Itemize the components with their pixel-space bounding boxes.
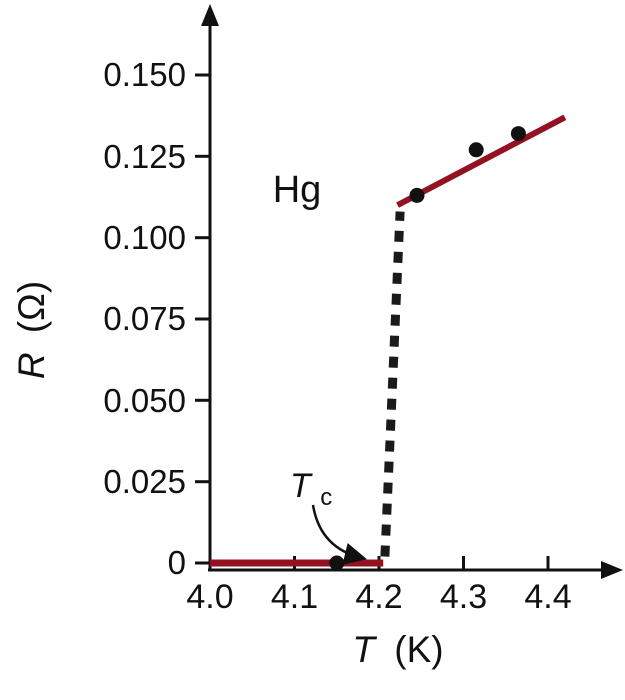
data-point: [510, 126, 526, 142]
annotations: Hg T c: [273, 169, 367, 565]
data-point: [329, 555, 345, 571]
y-tick-label: 0: [168, 544, 186, 581]
element-label-hg: Hg: [273, 169, 322, 211]
y-axis-title: R (Ω): [11, 281, 52, 379]
x-tick-label: 4.0: [186, 578, 233, 616]
y-axis-title-unit: (Ω): [11, 281, 52, 333]
series-superconducting-transition: [380, 211, 405, 557]
y-tick-label: 0.150: [103, 56, 186, 93]
tc-subscript: c: [320, 484, 332, 511]
y-tick-labels: 0.150 0.125 0.100 0.075 0.050 0.025 0: [103, 56, 186, 581]
x-tick-label: 4.4: [524, 578, 571, 616]
y-tick-label: 0.050: [103, 382, 186, 419]
y-tick-label: 0.075: [103, 300, 186, 337]
axes: [201, 4, 623, 579]
data-point: [468, 142, 484, 158]
tc-annotation-arrow: [311, 504, 367, 565]
plot-series-layer: [195, 73, 567, 571]
x-tick-label: 4.3: [440, 578, 487, 616]
axis-titles: R (Ω) T (K): [11, 281, 444, 670]
x-axis-title-unit: (K): [394, 629, 443, 670]
tc-symbol: T: [290, 467, 313, 505]
y-axis-arrowhead-icon: [201, 4, 219, 26]
series-normal-state-resistance: [396, 114, 567, 208]
x-tick-label: 4.1: [271, 578, 318, 616]
data-point: [409, 187, 425, 203]
x-axis-arrowhead-icon: [601, 561, 623, 579]
y-tick-label: 0.125: [103, 138, 186, 175]
x-tick-labels: 4.0 4.1 4.2 4.3 4.4: [186, 578, 571, 616]
y-tick-label: 0.025: [103, 463, 186, 500]
critical-temperature-label: T c: [290, 467, 332, 511]
x-axis-title: T (K): [352, 629, 443, 670]
x-tick-label: 4.2: [355, 578, 402, 616]
y-axis-title-symbol: R: [11, 352, 52, 379]
y-tick-label: 0.100: [103, 219, 186, 256]
x-axis-title-symbol: T: [352, 629, 377, 670]
